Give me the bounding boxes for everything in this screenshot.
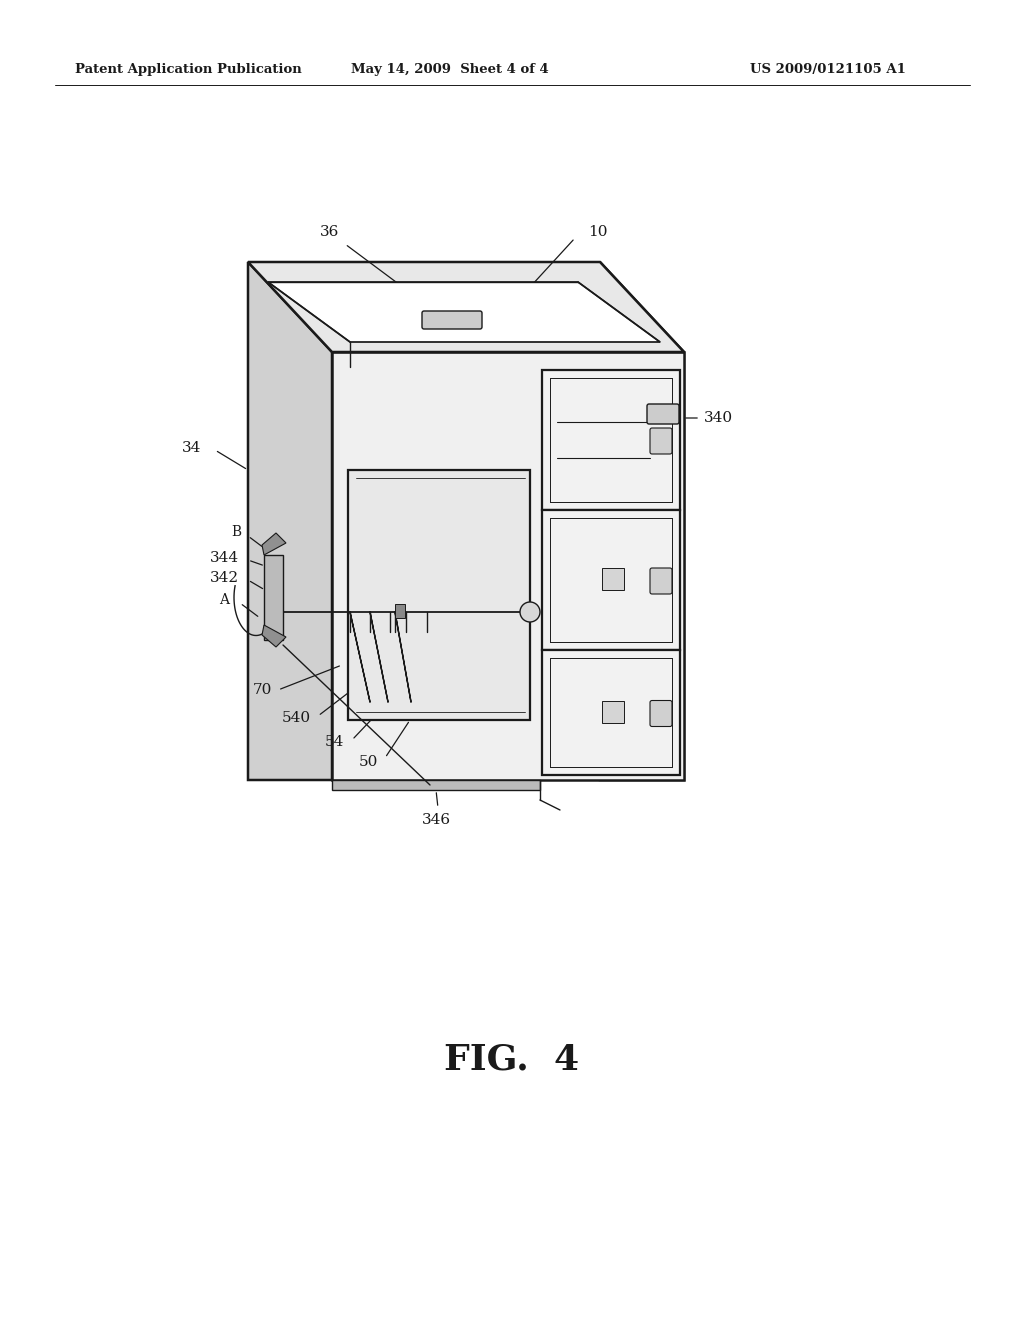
- Text: B: B: [231, 525, 241, 539]
- Bar: [602, 701, 624, 722]
- Polygon shape: [262, 533, 286, 554]
- FancyBboxPatch shape: [647, 404, 679, 424]
- Polygon shape: [262, 624, 286, 647]
- Text: 342: 342: [210, 572, 239, 585]
- FancyBboxPatch shape: [422, 312, 482, 329]
- Text: A: A: [219, 593, 229, 607]
- Polygon shape: [248, 261, 684, 352]
- Polygon shape: [332, 780, 540, 789]
- FancyBboxPatch shape: [650, 701, 672, 726]
- Polygon shape: [542, 370, 680, 510]
- Text: 36: 36: [321, 224, 340, 239]
- Text: 34: 34: [182, 441, 202, 455]
- Text: 340: 340: [703, 411, 732, 425]
- Text: 540: 540: [282, 711, 310, 725]
- Polygon shape: [600, 261, 684, 780]
- Polygon shape: [542, 510, 680, 649]
- Text: May 14, 2009  Sheet 4 of 4: May 14, 2009 Sheet 4 of 4: [351, 63, 549, 77]
- Text: 344: 344: [210, 550, 239, 565]
- Polygon shape: [264, 554, 283, 640]
- Text: Patent Application Publication: Patent Application Publication: [75, 63, 302, 77]
- Circle shape: [520, 602, 540, 622]
- Polygon shape: [332, 352, 684, 780]
- Polygon shape: [268, 282, 660, 342]
- FancyBboxPatch shape: [650, 428, 672, 454]
- Polygon shape: [542, 649, 680, 775]
- Bar: [395, 605, 406, 618]
- Text: 70: 70: [252, 682, 271, 697]
- Text: FIG.  4: FIG. 4: [444, 1043, 580, 1077]
- Bar: [602, 568, 624, 590]
- Text: 10: 10: [588, 224, 608, 239]
- FancyBboxPatch shape: [650, 568, 672, 594]
- Text: 54: 54: [325, 735, 344, 748]
- Text: 346: 346: [422, 813, 451, 828]
- Polygon shape: [348, 470, 530, 719]
- Polygon shape: [248, 261, 332, 780]
- Text: US 2009/0121105 A1: US 2009/0121105 A1: [750, 63, 906, 77]
- Text: 50: 50: [358, 755, 378, 770]
